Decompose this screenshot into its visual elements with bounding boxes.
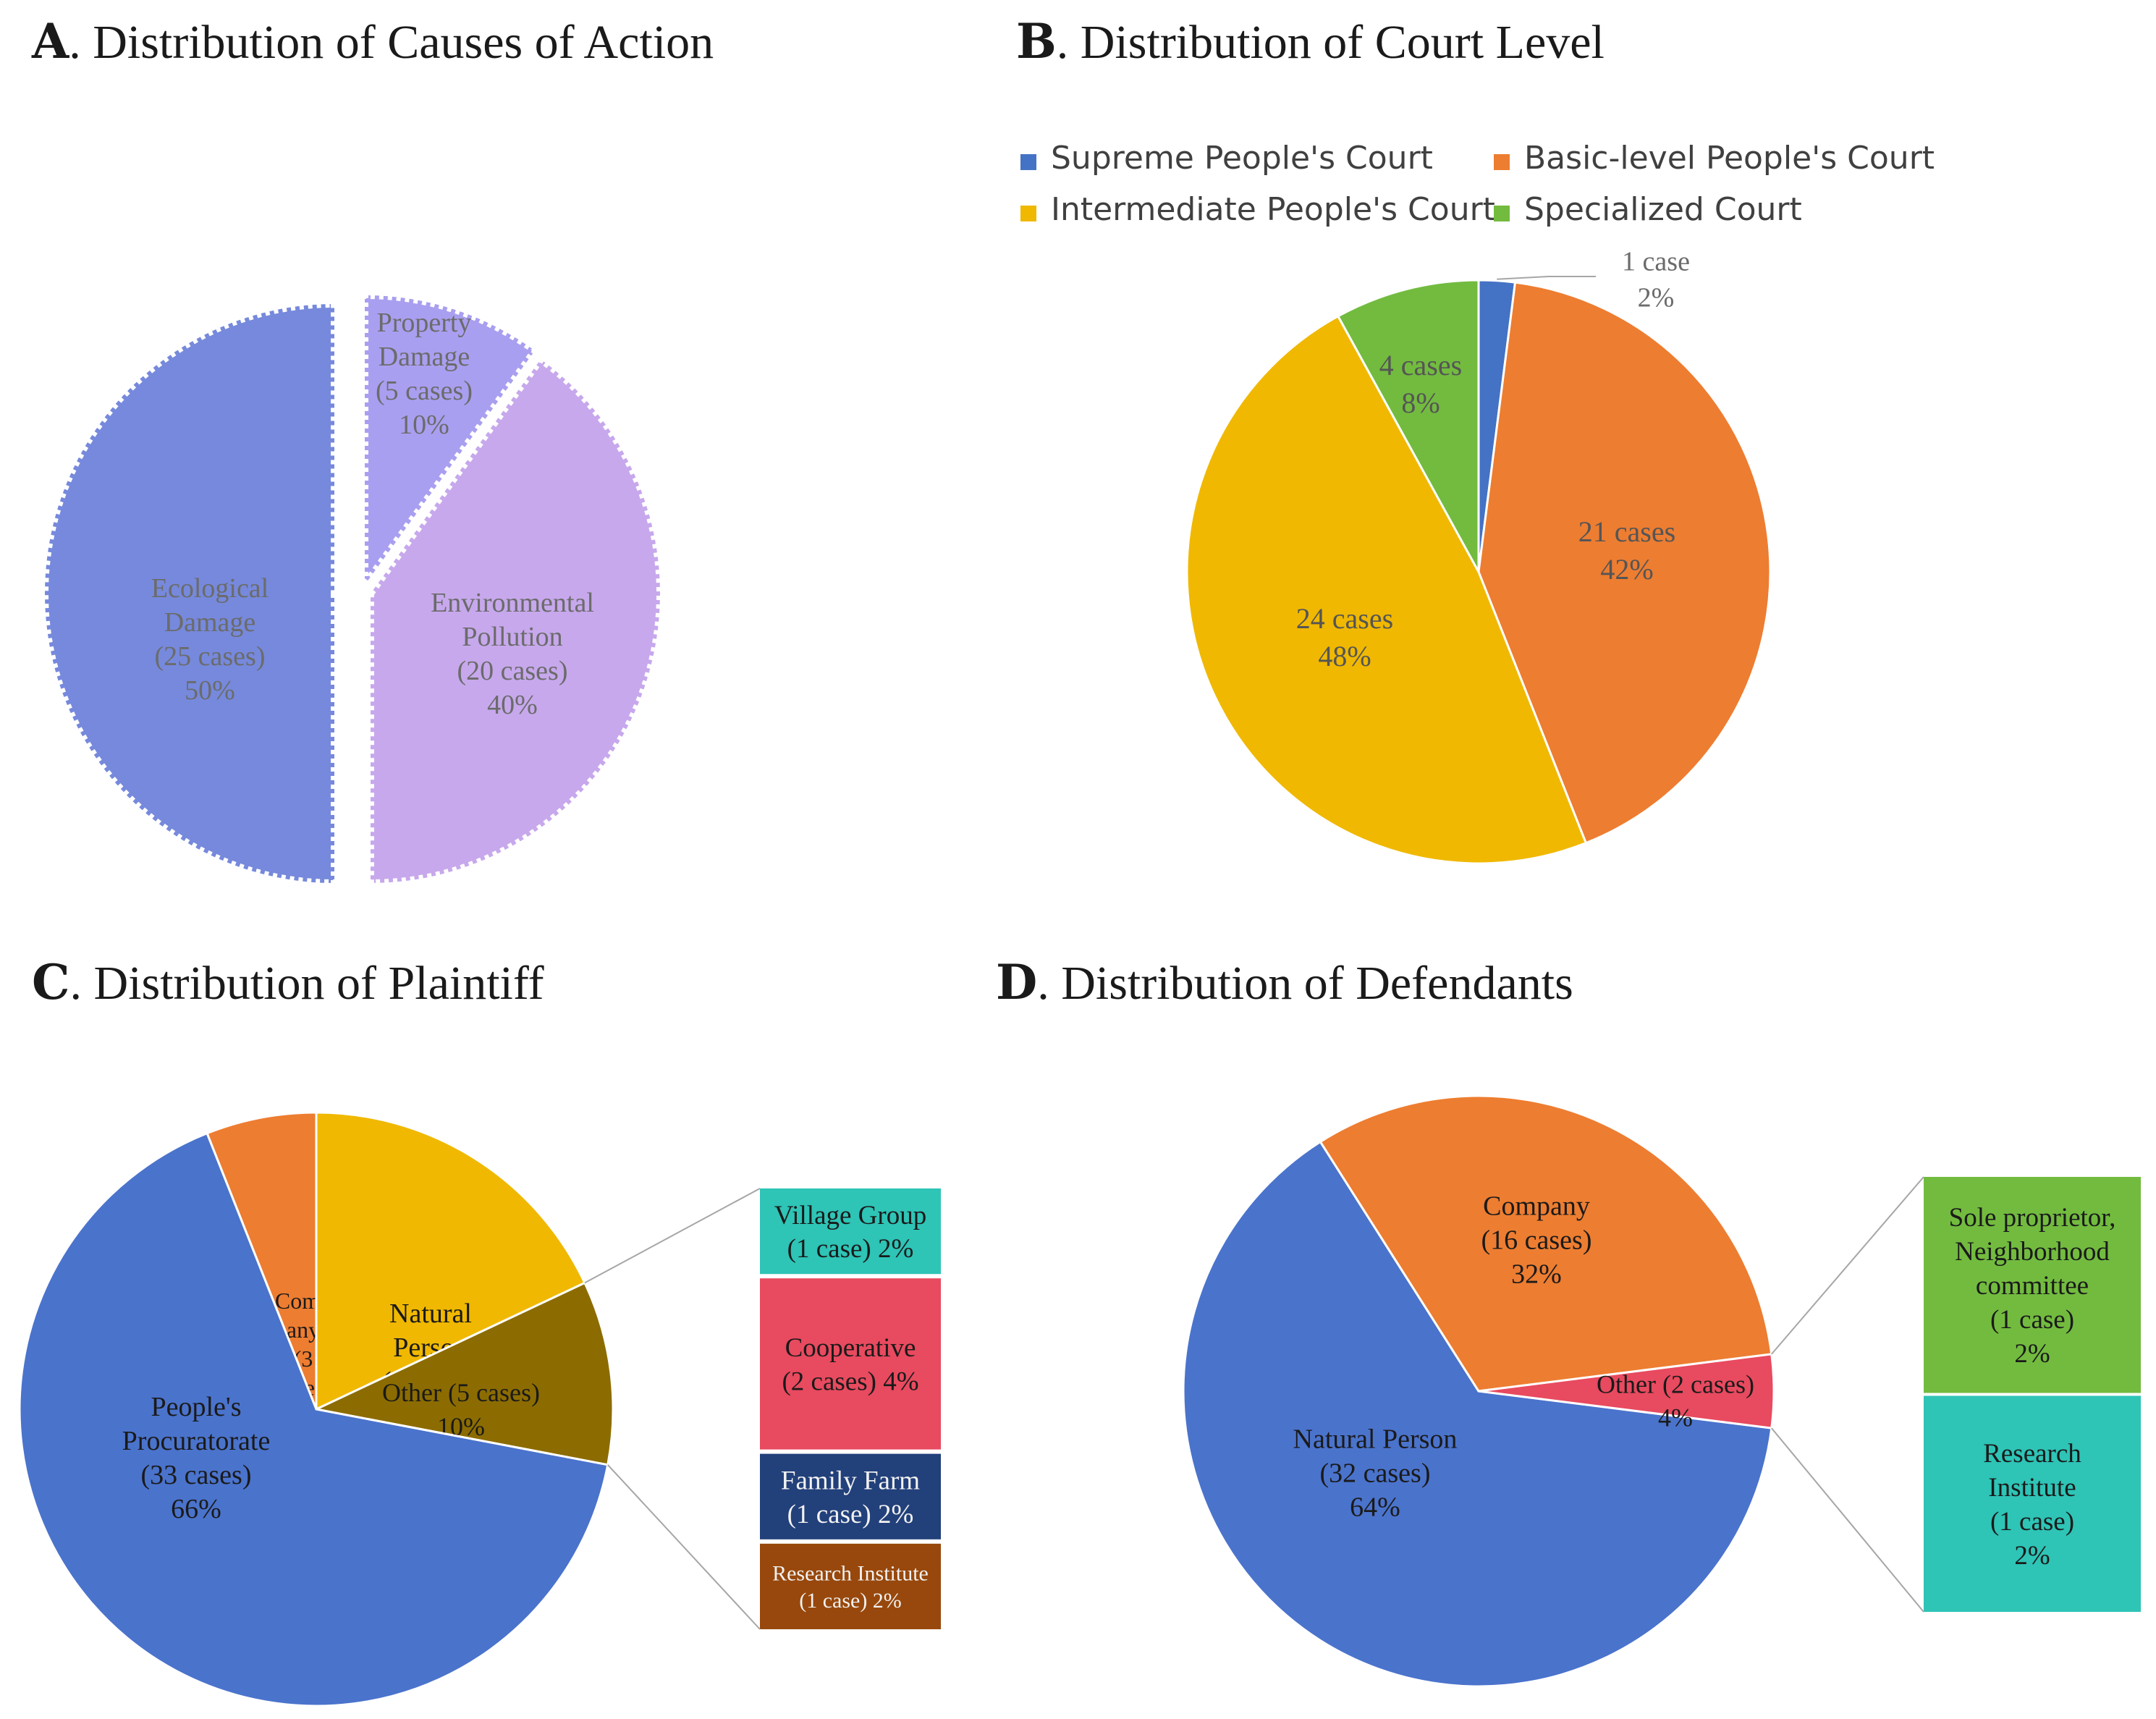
breakdown-label-cooperative: Cooperative (2 cases) 4% xyxy=(782,1333,918,1396)
panel-b-legend: Supreme People's Court Basic-level People… xyxy=(1020,140,1935,228)
slice-label-people-s-procuratorate: People's Procuratorate (33 cases) 66% xyxy=(122,1392,271,1524)
pie-slice-company xyxy=(206,1111,318,1410)
legend-label-specialized-court: Specialized Court xyxy=(1524,191,1802,228)
panel-d-pie-chart: Natural Person (32 cases) 64% Company (16 ca… xyxy=(1182,1094,1775,1688)
slice-label-basic-level-people-s-court: 21 cases 42% xyxy=(1578,515,1675,586)
breakdown-label-research-institute: Research Institute (1 case) 2% xyxy=(772,1562,929,1613)
breakdown-segment-sole-proprietor-neighborhood-committee xyxy=(1924,1177,2141,1393)
slice-label-intermediate-people-s-court: 24 cases 48% xyxy=(1296,602,1393,672)
pie-slice-natural-person xyxy=(1182,1140,1773,1688)
slice-label-property-damage: Property Damage (5 cases) 10% xyxy=(376,308,473,440)
slice-label-natural-person: Natural Person (32 cases) 64% xyxy=(1293,1424,1458,1522)
leader-line-supreme xyxy=(1497,276,1596,280)
pie-slice-ecological-damage xyxy=(41,300,338,887)
slice-label-specialized-court: 4 cases 8% xyxy=(1379,349,1462,419)
legend-label-basic-level-people-s-court: Basic-level People's Court xyxy=(1524,140,1935,177)
breakdown-segment-village-group xyxy=(760,1188,941,1275)
connector-line-top xyxy=(584,1188,761,1284)
panel-d-breakdown-bar: Sole proprietor, Neighborhood committee (1 … xyxy=(1771,1176,2141,1613)
pie-slice-other xyxy=(313,1281,614,1466)
pie-slice-company xyxy=(1319,1094,1773,1393)
pie-slice-property-damage xyxy=(361,291,541,596)
panel-d-title: D. Distribution of Defendants xyxy=(996,954,1573,1010)
breakdown-segment-research-institute xyxy=(760,1543,941,1629)
breakdown-segment-family-farm xyxy=(760,1453,941,1540)
breakdown-label-sole-proprietor-neighborhood-committee: Sole proprietor, Neighborhood committee (1 … xyxy=(1949,1203,2116,1369)
slice-label-other: Other (5 cases) 10% xyxy=(382,1378,540,1441)
pie-slice-environmental-pollution xyxy=(367,354,664,887)
connector-line-top xyxy=(1771,1176,1924,1355)
legend-label-intermediate-people-s-court: Intermediate People's Court xyxy=(1051,191,1495,228)
legend-swatch-basic-level-people-s-court xyxy=(1494,154,1510,170)
breakdown-label-family-farm: Family Farm (1 case) 2% xyxy=(781,1466,920,1529)
slice-label-company: Company (16 cases) 32% xyxy=(1481,1191,1592,1289)
breakdown-label-village-group: Village Group (1 case) 2% xyxy=(774,1201,926,1264)
legend-label-supreme-people-s-court: Supreme People's Court xyxy=(1051,140,1433,177)
breakdown-segment-cooperative xyxy=(760,1278,941,1450)
pie-slice-intermediate-people-s-court xyxy=(1185,314,1588,865)
pie-slice-other xyxy=(1478,1353,1775,1429)
panel-a-title: A. Distribution of Causes of Action xyxy=(31,13,714,69)
pie-slice-basic-level-people-s-court xyxy=(1477,281,1772,845)
breakdown-label-research-institute: Research Institute (1 case) 2% xyxy=(1983,1439,2081,1571)
panel-b-title: B. Distribution of Court Level xyxy=(1016,13,1605,69)
panel-c-title: C. Distribution of Plaintiff xyxy=(32,954,544,1010)
legend-swatch-specialized-court xyxy=(1494,206,1510,221)
legend-swatch-intermediate-people-s-court xyxy=(1020,206,1036,221)
slice-label-supreme-people-s-court: 1 case 2% xyxy=(1622,246,1690,313)
slice-label-environmental-pollution: Environmental Pollution (20 cases) 40% xyxy=(431,588,594,720)
slice-label-ecological-damage: Ecological Damage (25 cases) 50% xyxy=(151,573,269,706)
panel-b-pie-chart: 1 case 2% 21 cases 42% 24 cases 48% 4 cases 8% xyxy=(1185,246,1772,865)
connector-line-bottom xyxy=(1771,1427,1924,1613)
connector-line-bottom xyxy=(607,1464,761,1630)
legend-swatch-supreme-people-s-court xyxy=(1020,154,1036,170)
pie-slice-natural-person xyxy=(315,1111,586,1411)
panel-a-pie-chart: Ecological Damage (25 cases) 50% Property Dam… xyxy=(41,291,664,887)
pie-slice-specialized-court xyxy=(1336,279,1480,573)
slice-label-other: Other (2 cases) 4% xyxy=(1597,1370,1754,1432)
breakdown-segment-research-institute xyxy=(1924,1395,2141,1612)
pie-slice-people-s-procuratorate xyxy=(18,1131,609,1707)
panel-c-breakdown-bar: Village Group (1 case) 2% Cooperative (2 ca… xyxy=(584,1188,941,1630)
